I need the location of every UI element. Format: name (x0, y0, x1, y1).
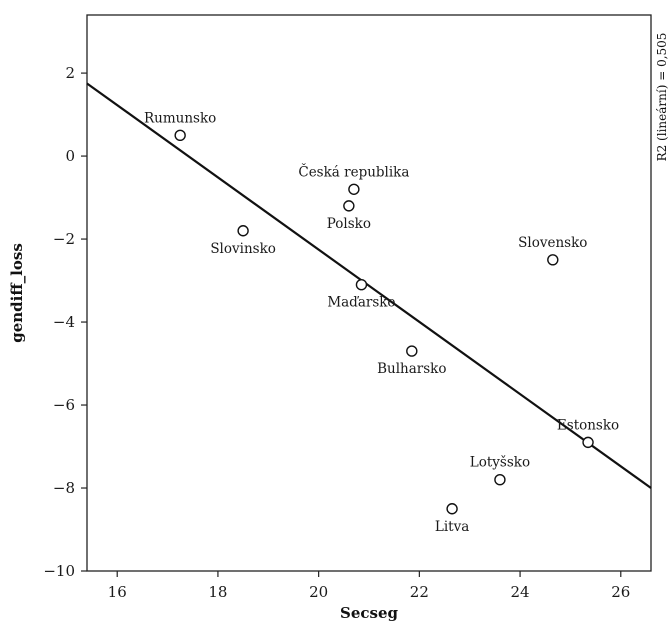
data-point-label: Česká republika (298, 163, 409, 180)
data-point (237, 225, 249, 237)
plot-frame-layer (86, 14, 652, 572)
data-point (582, 436, 594, 449)
data-point (343, 200, 355, 212)
x-tick-label: 18 (208, 583, 227, 601)
data-point (406, 345, 418, 357)
data-point-label: Estonsko (557, 417, 619, 433)
y-tick-label: 2 (65, 64, 75, 82)
points-layer: Rumunsko Česká republika Polsko Slovinsko Sl… (144, 110, 619, 534)
data-point-label: Slovinsko (210, 241, 276, 257)
y-axis-title: gendiff_loss (8, 243, 26, 343)
data-point (547, 254, 559, 266)
y-tick-label: −8 (53, 479, 75, 497)
x-axis-title: Secseg (340, 604, 398, 622)
x-tick-label: 22 (410, 583, 429, 601)
data-point-label: Slovensko (518, 235, 587, 251)
data-point-label: Litva (435, 519, 469, 535)
data-point (355, 279, 368, 291)
r2-annotation: R2 (lineární) = 0,505 (655, 33, 669, 162)
y-ticks-layer: 2 0 −2 −4 −6 −8 −10 (43, 64, 87, 580)
data-point-label: Lotyšsko (470, 455, 530, 471)
x-tick-label: 24 (511, 583, 530, 601)
data-point-label: Bulharsko (377, 361, 446, 377)
y-tick-label: −2 (53, 230, 75, 248)
y-tick-label: −10 (43, 562, 75, 580)
data-point (174, 129, 186, 142)
plot-frame (86, 14, 652, 572)
data-point-label: Polsko (327, 216, 371, 232)
x-tick-label: 20 (309, 583, 328, 601)
x-ticks-layer: 16 18 20 22 24 26 (108, 571, 630, 601)
y-tick-label: 0 (65, 147, 75, 165)
y-tick-label: −6 (53, 396, 75, 414)
x-tick-label: 26 (611, 583, 630, 601)
fit-line-layer (86, 82, 652, 489)
y-tick-label: −4 (53, 313, 75, 331)
data-point (446, 503, 458, 515)
data-point-label: Rumunsko (144, 110, 216, 126)
fit-line (86, 82, 652, 489)
data-point-label: Maďarsko (327, 295, 395, 311)
data-point (494, 474, 506, 486)
x-tick-label: 16 (108, 583, 127, 601)
data-point (348, 183, 360, 195)
